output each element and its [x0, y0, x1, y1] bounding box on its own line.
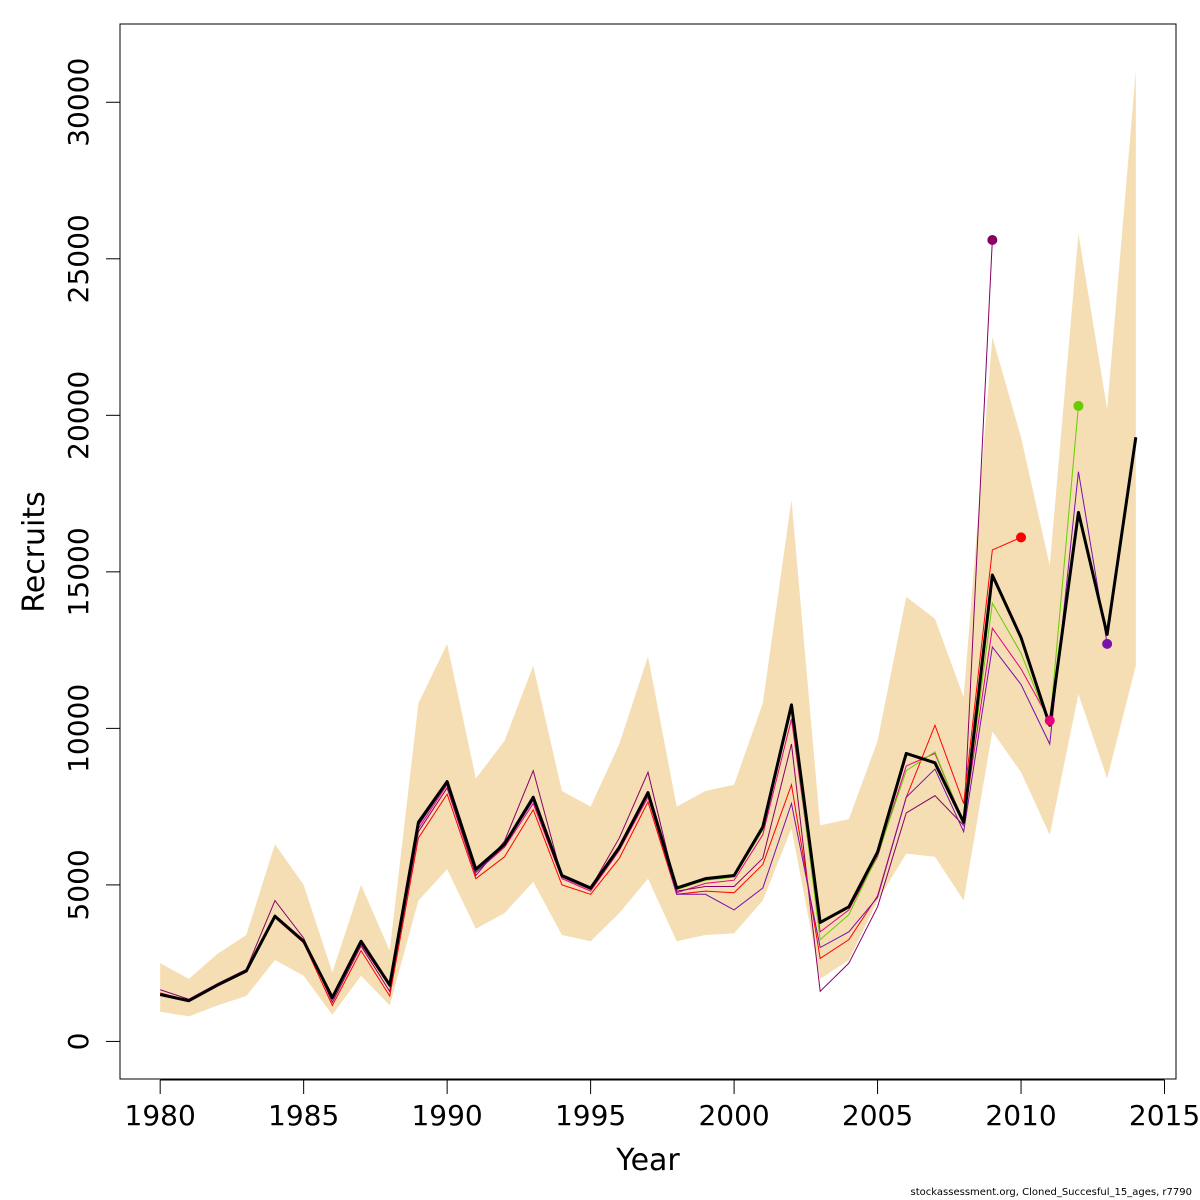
retro-end-point-4	[1073, 400, 1084, 411]
main-estimate-line	[159, 437, 1138, 1003]
y-tick-label-15000: 15000	[62, 527, 95, 616]
footer-note: stockassessment.org, Cloned_Succesful_15…	[910, 1187, 1192, 1198]
retro-end-point-2	[1016, 532, 1027, 543]
y-axis-title: Recruits	[17, 491, 52, 613]
x-tick-label-1990: 1990	[411, 1099, 482, 1132]
y-tick-label-5000: 5000	[62, 849, 95, 920]
y-tick-label-0: 0	[62, 1033, 95, 1051]
y-tick-label-20000: 20000	[62, 371, 95, 460]
y-tick-label-10000: 10000	[62, 684, 95, 773]
x-tick-label-2000: 2000	[698, 1099, 769, 1132]
x-tick-label-2015: 2015	[1129, 1099, 1200, 1132]
confidence-band	[160, 70, 1136, 1017]
retro-end-point-1	[987, 235, 998, 246]
retro-end-point-3	[1044, 715, 1055, 726]
x-tick-label-1985: 1985	[268, 1099, 339, 1132]
x-tick-label-1995: 1995	[555, 1099, 626, 1132]
y-tick-label-25000: 25000	[62, 214, 95, 303]
x-tick-label-2010: 2010	[985, 1099, 1056, 1132]
retro-end-point-5	[1102, 638, 1113, 649]
x-tick-label-1980: 1980	[125, 1099, 196, 1132]
y-tick-label-30000: 30000	[62, 58, 95, 147]
x-tick-label-2005: 2005	[842, 1099, 913, 1132]
x-axis-title: Year	[615, 1143, 680, 1178]
